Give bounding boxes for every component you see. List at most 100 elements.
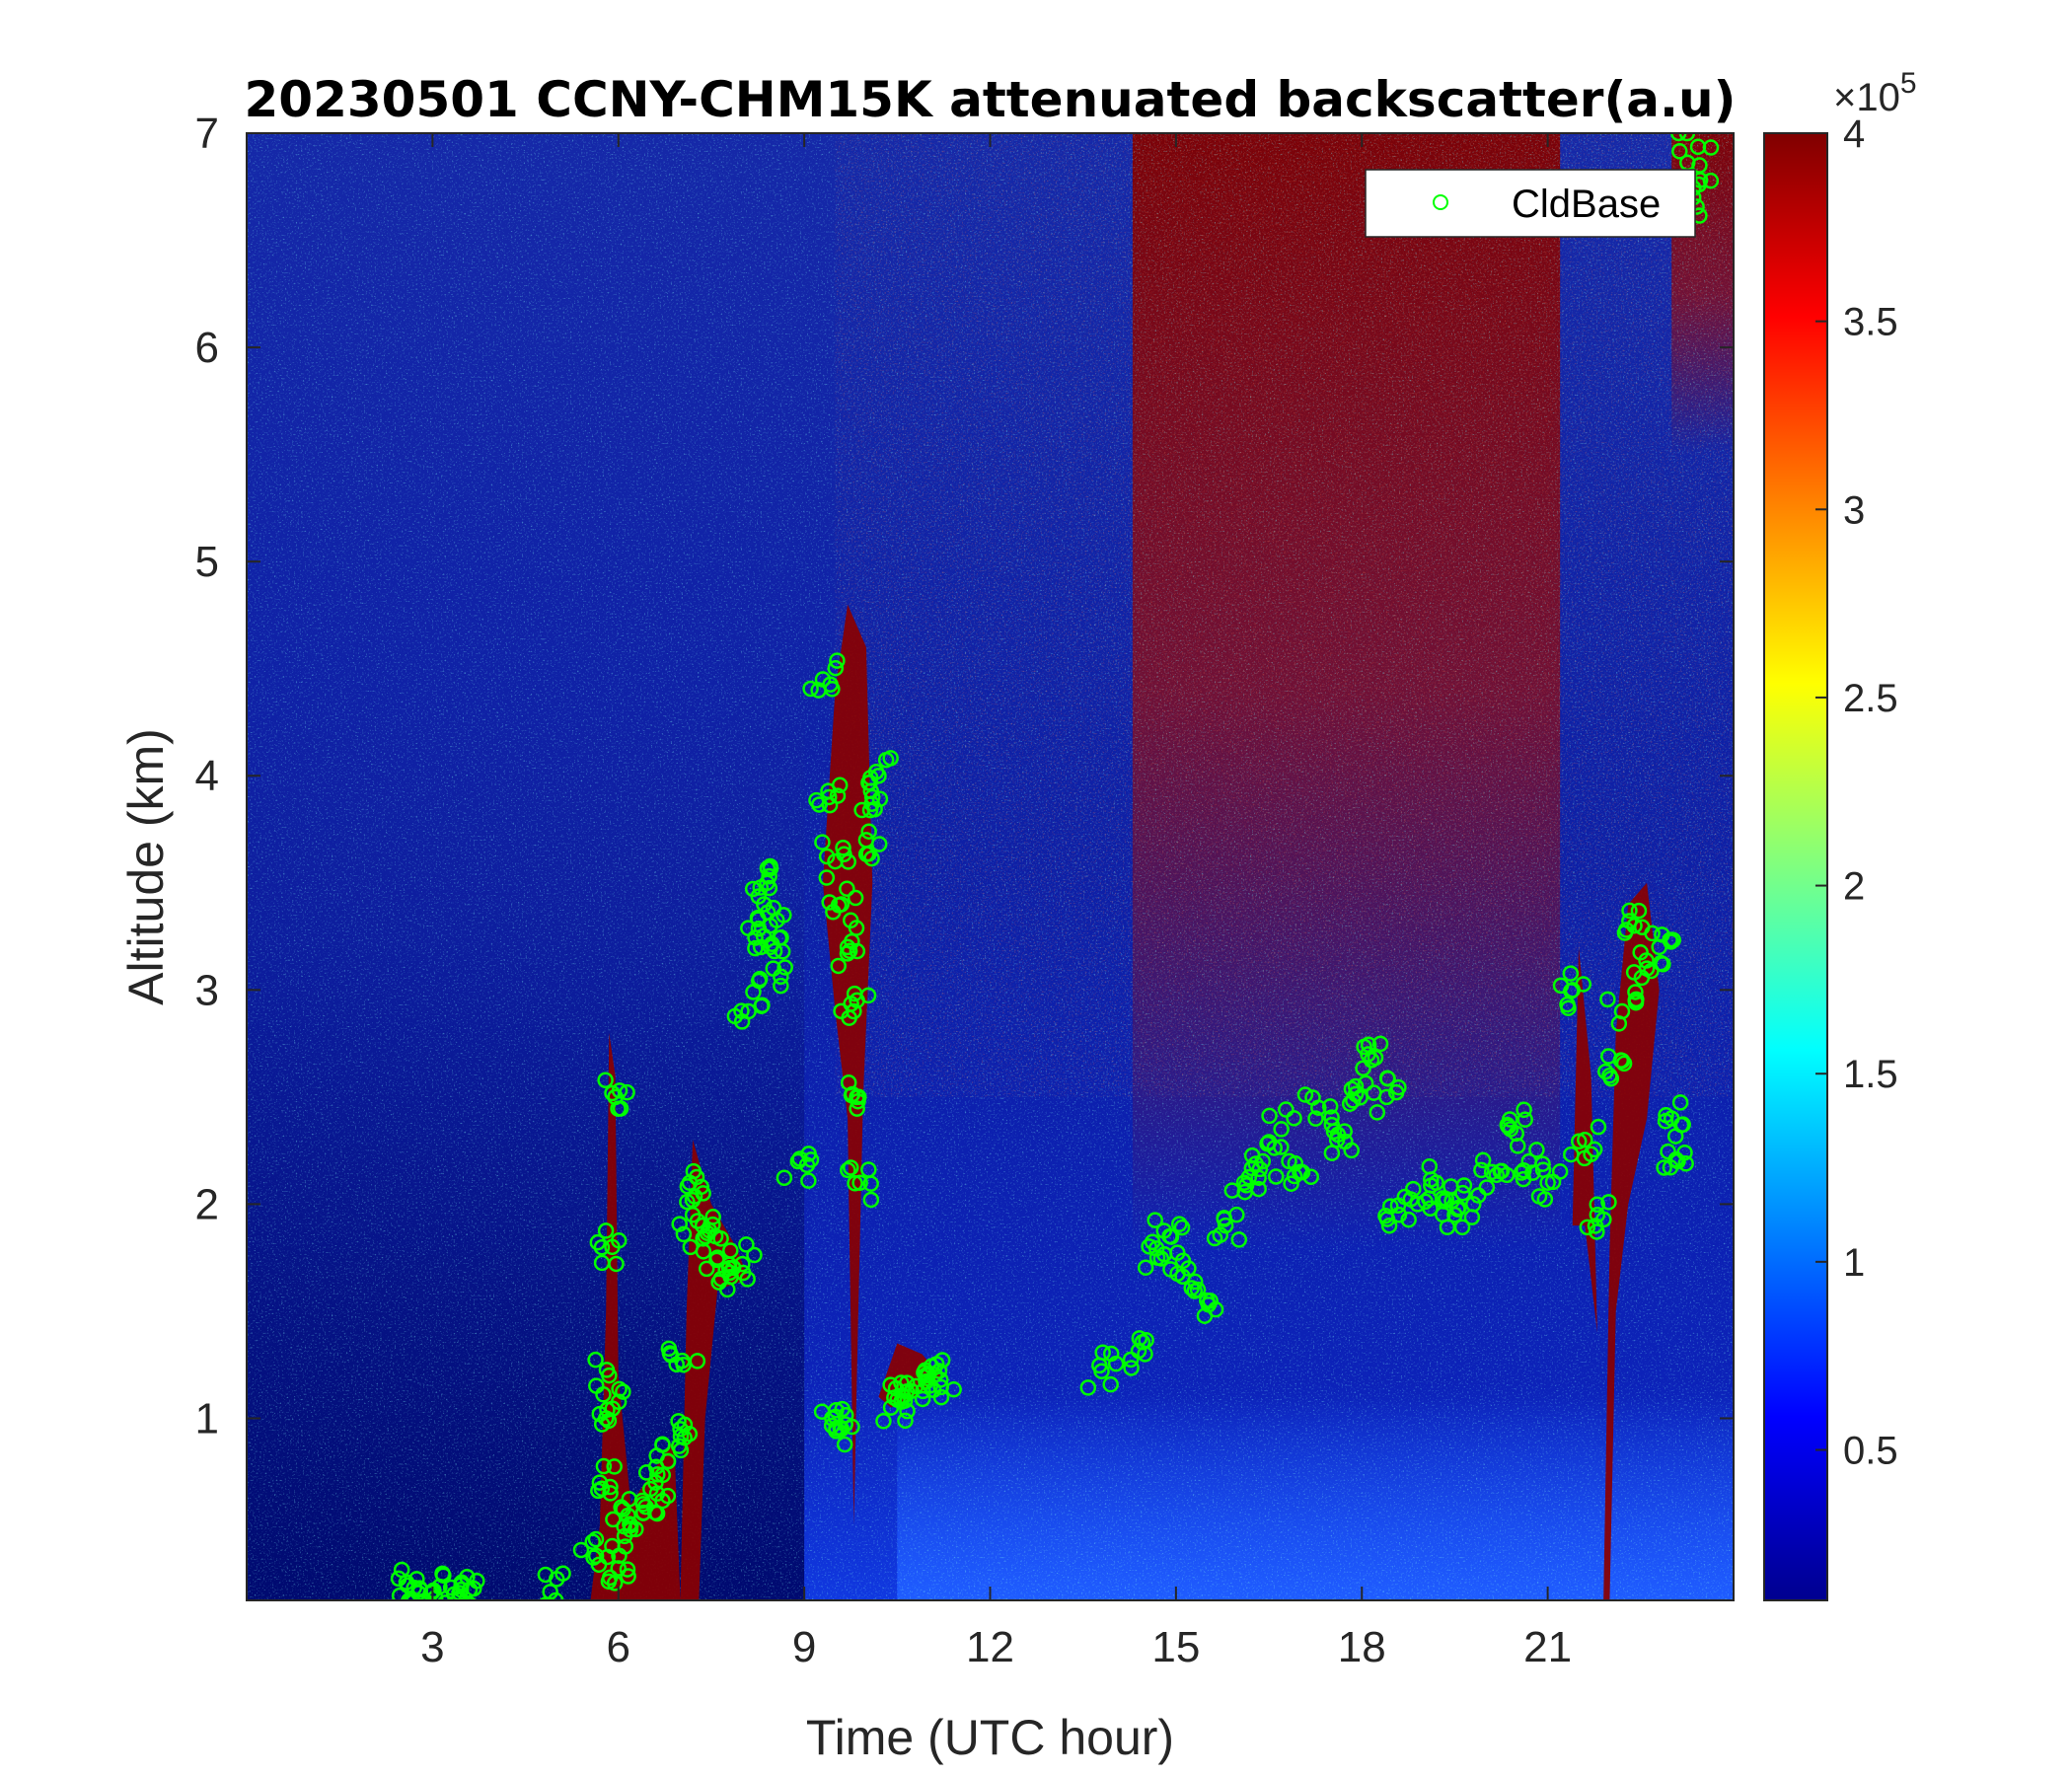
y-tick-label: 5 [195, 538, 219, 586]
cldbase-point [861, 750, 899, 800]
colorbar-tick-label: 2.5 [1843, 677, 1898, 720]
cldbase-marker [1590, 1118, 1607, 1136]
cldbase-marker [1102, 1345, 1120, 1363]
cldbase-point [452, 1569, 485, 1600]
cldbase-marker [671, 1216, 688, 1232]
cldbase-marker [1583, 1146, 1599, 1162]
cldbase-marker [773, 977, 789, 995]
cldbase-marker [1243, 1147, 1261, 1164]
cldbase-marker [1357, 1074, 1374, 1092]
x-tick-label: 15 [1151, 1623, 1200, 1671]
cldbase-marker [587, 1547, 605, 1565]
cldbase-marker [1515, 1170, 1532, 1188]
colorbar-tick-label: 1 [1843, 1241, 1865, 1285]
cldbase-marker [1463, 1209, 1481, 1225]
cldbase-marker [945, 1380, 962, 1398]
cldbase-marker [1627, 984, 1644, 1000]
cldbase-marker [1579, 1219, 1596, 1236]
cldbase-marker [773, 968, 789, 986]
cldbase-marker [654, 1492, 671, 1510]
cldbase-marker [750, 888, 767, 905]
cldbase-marker [835, 840, 851, 856]
cldbase-point [1473, 1151, 1516, 1184]
cldbase-marker [1544, 1173, 1562, 1191]
cldbase-marker [1656, 1159, 1672, 1176]
cldbase-marker [601, 1569, 619, 1587]
colorbar-tick-label: 1.5 [1843, 1053, 1898, 1096]
cldbase-marker [839, 880, 855, 897]
cldbase-marker [1613, 1052, 1631, 1070]
cldbase-marker [1171, 1216, 1188, 1232]
plot-area [247, 133, 1734, 1600]
cldbase-marker [761, 867, 777, 885]
cldbase-point [802, 652, 846, 699]
cldbase-marker [675, 1225, 693, 1243]
cldbase-marker [672, 1428, 690, 1444]
cldbase-marker [1621, 913, 1638, 929]
x-axis-label: Time (UTC hour) [806, 1710, 1174, 1765]
cldbase-marker [830, 897, 848, 914]
cldbase-marker [1223, 1182, 1241, 1199]
cldbase-marker [849, 942, 866, 960]
cldbase-marker [733, 1013, 751, 1030]
cldbase-marker [1559, 996, 1576, 1013]
legend-entry-cldbase: CldBase [1512, 183, 1661, 226]
chart-title: 20230501 CCNY-CHM15K attenuated backscat… [245, 71, 1737, 128]
y-tick-label: 1 [195, 1394, 219, 1443]
cldbase-marker [610, 1560, 627, 1577]
cldbase-point [833, 985, 877, 1026]
cldbase-marker [862, 1175, 879, 1192]
cldbase-point [1122, 1330, 1154, 1376]
cldbase-marker [862, 1191, 880, 1209]
cldbase-marker [840, 1161, 856, 1179]
cldbase-marker [1134, 1333, 1151, 1351]
x-tick-label: 12 [966, 1623, 1014, 1671]
cldbase-marker [435, 1567, 452, 1584]
x-tick-label: 6 [607, 1623, 630, 1671]
cldbase-point [1206, 1206, 1248, 1248]
cldbase-marker [851, 1088, 867, 1105]
cldbase-point [922, 1356, 962, 1406]
x-axis: 3 6 9 12 15 18 21 [420, 133, 1572, 1671]
cldbase-marker [595, 1457, 613, 1475]
cldbase-marker [814, 834, 831, 851]
y-tick-label: 4 [195, 752, 219, 800]
cldbase-marker [1439, 1219, 1456, 1236]
legend: CldBase [1365, 169, 1696, 238]
cldbase-marker [1102, 1375, 1119, 1393]
cldbase-point [1563, 1118, 1607, 1167]
cldbase-marker [398, 1574, 415, 1591]
cldbase-marker [847, 889, 864, 907]
cldbase-marker [828, 1423, 845, 1440]
cldbase-marker [1273, 1139, 1290, 1155]
cldbase-marker [860, 846, 877, 862]
cldbase-marker [1597, 1063, 1614, 1080]
cldbase-marker [1273, 1121, 1290, 1138]
cldbase-marker [1513, 1164, 1530, 1181]
cldbase-marker [1367, 1049, 1384, 1067]
cldbase-point [679, 1162, 711, 1209]
cldbase-point [590, 1457, 623, 1502]
cldbase-marker [547, 1591, 564, 1600]
cldbase-marker [808, 791, 825, 809]
cldbase-marker [437, 1594, 454, 1600]
cldbase-marker [1286, 1110, 1302, 1127]
cldbase-marker [1516, 1161, 1532, 1179]
cldbase-point [830, 920, 866, 975]
cldbase-marker [759, 859, 777, 877]
cldbase-marker [922, 1377, 939, 1394]
cldbase-marker [463, 1596, 478, 1600]
cldbase-marker [606, 1458, 623, 1475]
cldbase-marker [818, 848, 836, 865]
cldbase-point [750, 943, 793, 995]
cldbase-marker [1575, 976, 1591, 993]
cldbase-marker [821, 796, 839, 814]
cldbase-marker [841, 942, 858, 960]
cldbase-marker [1589, 1223, 1605, 1240]
cldbase-marker [1450, 1199, 1467, 1217]
cldbase-point [1530, 1155, 1569, 1208]
cldbase-marker [1147, 1212, 1163, 1228]
cldbase-marker [1644, 925, 1661, 942]
cldbase-marker [830, 957, 847, 975]
cldbase-marker [899, 1374, 916, 1391]
